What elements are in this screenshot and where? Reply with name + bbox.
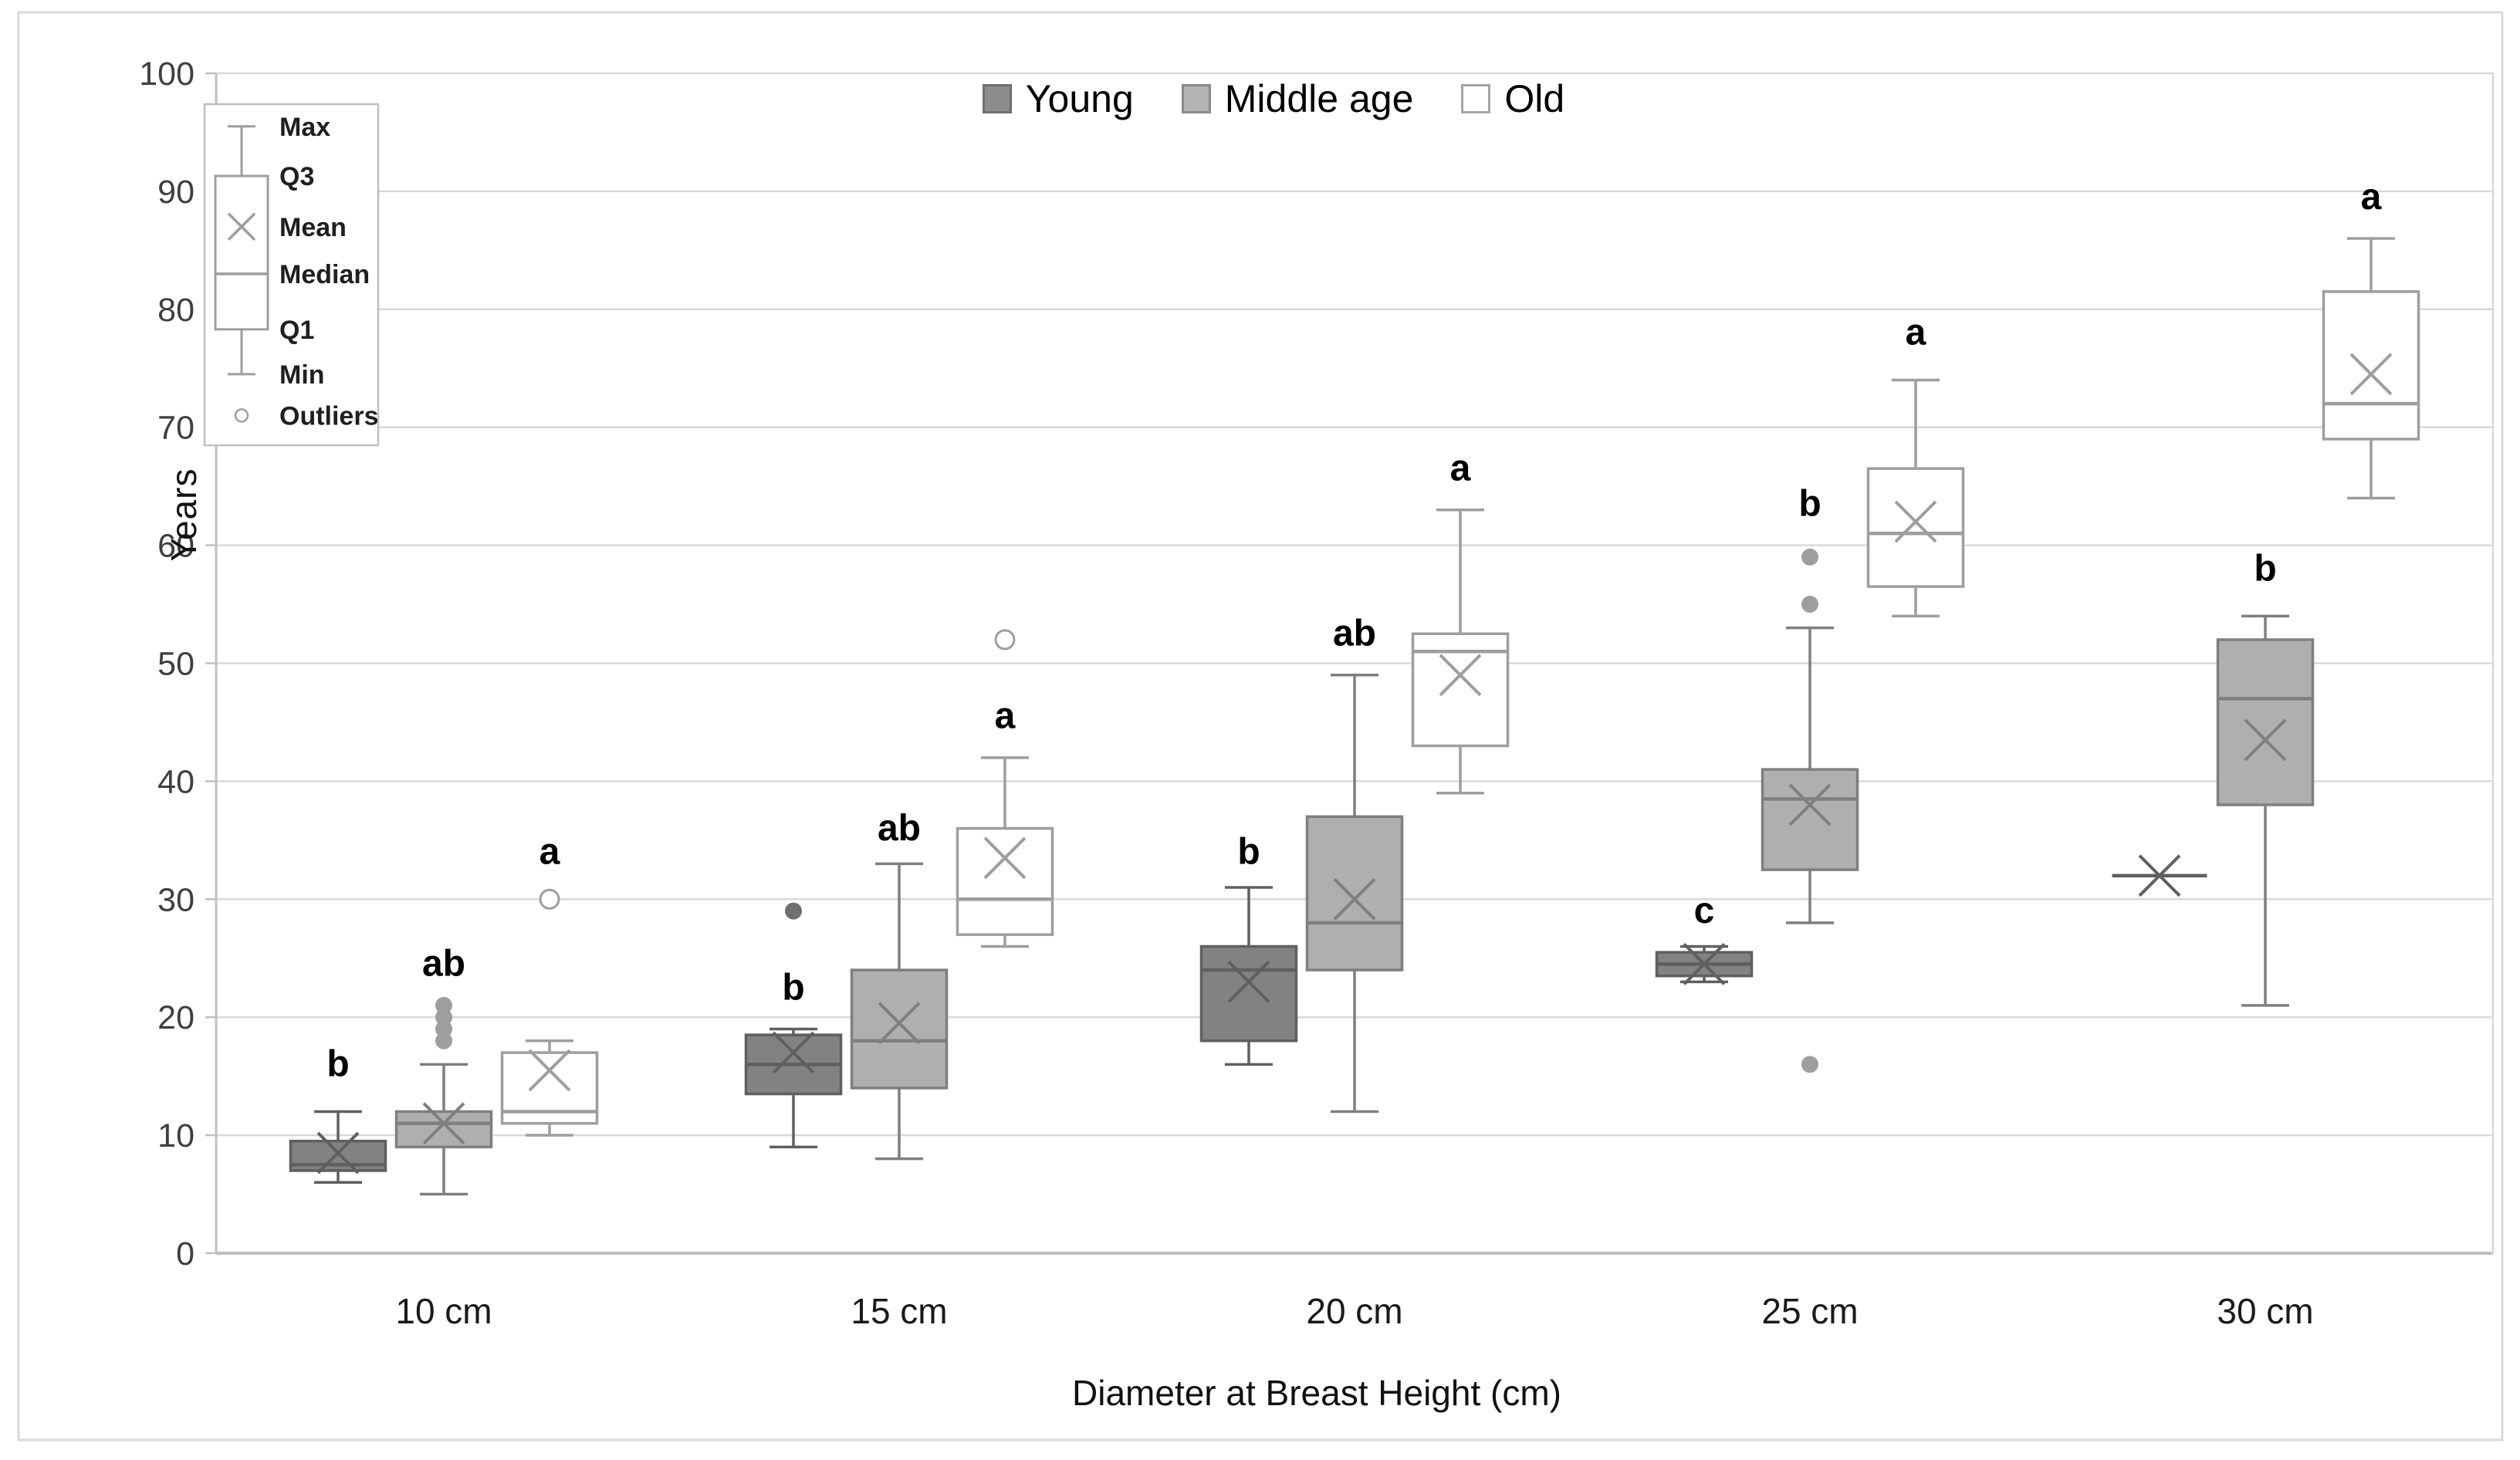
mean-x-icon	[1227, 960, 1270, 1003]
young-swatch-icon	[982, 84, 1012, 113]
y-tick-label-60: 60	[157, 528, 194, 565]
mean-x-icon	[2244, 718, 2287, 762]
y-tick-label-50: 50	[157, 646, 194, 683]
mean-x-icon	[528, 1049, 571, 1092]
outlier-point	[435, 996, 452, 1014]
significance-letter: ab	[1333, 613, 1376, 654]
y-tick-label-20: 20	[157, 999, 194, 1036]
x-category-label-5: 30 cm	[2217, 1291, 2313, 1331]
key-outlier-icon	[234, 408, 249, 423]
y-axis-title: Years	[164, 468, 204, 562]
legend-item-middle-age: Middle age	[1181, 76, 1414, 121]
box	[956, 826, 1054, 936]
mean-x-icon	[1333, 877, 1376, 921]
significance-letter: c	[1694, 891, 1715, 931]
key-label-q1: Q1	[279, 316, 314, 345]
box	[2216, 638, 2315, 806]
mean-x-icon	[983, 836, 1027, 880]
outlier-point	[435, 1032, 452, 1049]
significance-letter: ab	[422, 944, 465, 985]
key-label-mean: Mean	[279, 213, 347, 242]
mean-x-icon	[2138, 854, 2181, 897]
outlier-point	[539, 888, 560, 910]
mean-x-icon	[316, 1131, 360, 1174]
mean-x-icon	[1683, 942, 1726, 985]
y-tick-label-90: 90	[157, 174, 194, 211]
box	[1866, 467, 1965, 588]
mean-x-icon	[422, 1102, 465, 1145]
series-legend: Young Middle age Old	[0, 76, 2520, 121]
outlier-point	[435, 1020, 452, 1038]
significance-letter: a	[2361, 177, 2382, 218]
box	[1761, 768, 1859, 871]
y-tick-label-100: 100	[139, 56, 194, 93]
significance-letter: a	[995, 696, 1016, 737]
x-axis-title: Diameter at Breast Height (cm)	[1072, 1373, 1561, 1413]
key-label-median: Median	[279, 260, 370, 289]
y-tick-label-10: 10	[157, 1117, 194, 1154]
box	[394, 1110, 493, 1149]
figure-border	[17, 11, 2504, 1441]
y-tick-label-30: 30	[157, 881, 194, 918]
old-swatch-icon	[1461, 84, 1491, 113]
legend-label-old: Old	[1504, 77, 1565, 120]
x-category-label-3: 20 cm	[1306, 1291, 1402, 1331]
outlier-point	[1801, 596, 1818, 613]
legend-item-young: Young	[982, 76, 1134, 121]
mean-x-icon	[1439, 654, 1482, 697]
legend-label-middle-age: Middle age	[1224, 77, 1414, 120]
box	[850, 968, 949, 1090]
mean-x-icon	[1788, 783, 1832, 826]
significance-letter: ab	[878, 808, 921, 849]
x-category-label-4: 25 cm	[1761, 1291, 1858, 1331]
outlier-point	[435, 1009, 452, 1026]
significance-letter: a	[1906, 313, 1926, 353]
significance-letter: b	[1798, 483, 1821, 524]
significance-letter: b	[1237, 831, 1260, 872]
mean-x-icon	[878, 1002, 921, 1045]
key-mean-x-icon	[227, 212, 256, 242]
key-label-outlier: Outliers	[279, 401, 378, 431]
outlier-point	[1801, 1056, 1818, 1073]
significance-letter: a	[1450, 448, 1471, 489]
significance-letter: a	[540, 831, 560, 872]
y-tick-label-0: 0	[176, 1235, 194, 1272]
mean-x-icon	[1894, 500, 1937, 543]
key-label-q3: Q3	[279, 162, 314, 191]
key-label-max: Max	[279, 113, 330, 142]
y-tick-label-40: 40	[157, 763, 194, 800]
x-category-label-2: 15 cm	[851, 1291, 947, 1331]
legend-item-old: Old	[1461, 76, 1564, 121]
box	[1199, 945, 1298, 1043]
y-tick-label-80: 80	[157, 292, 194, 329]
mean-x-icon	[772, 1031, 815, 1074]
outlier-point	[785, 902, 802, 920]
mean-x-icon	[2349, 353, 2393, 396]
significance-letter: b	[326, 1044, 349, 1085]
outlier-point	[1801, 548, 1818, 566]
y-tick-label-70: 70	[157, 410, 194, 447]
legend-label-young: Young	[1025, 77, 1134, 120]
box	[2322, 290, 2420, 441]
box	[1305, 815, 1404, 972]
outlier-point	[994, 629, 1016, 651]
x-category-label-1: 10 cm	[395, 1291, 492, 1331]
key-label-min: Min	[279, 360, 325, 390]
significance-letter: b	[782, 967, 804, 1008]
significance-letter: b	[2254, 548, 2276, 589]
key-box	[214, 174, 269, 331]
middle-age-swatch-icon	[1181, 84, 1211, 113]
